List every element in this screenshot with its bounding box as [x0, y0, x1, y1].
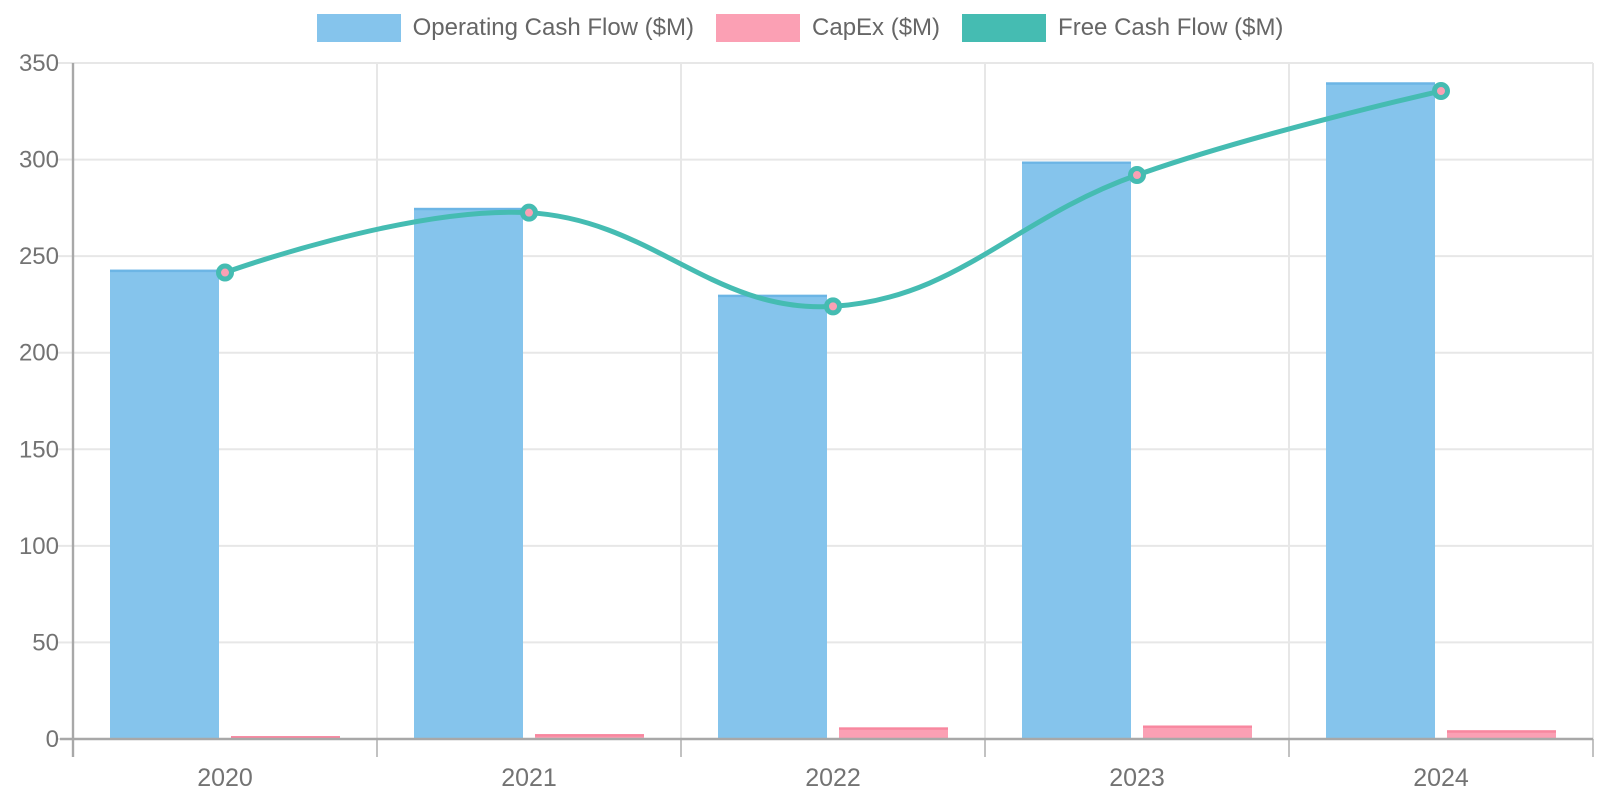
data-point-free-cash-flow-2021[interactable]	[520, 203, 538, 222]
bar-operating-cash-flow-2022[interactable]	[718, 294, 827, 739]
x-tick-label: 2023	[1109, 764, 1165, 792]
y-tick-label: 250	[19, 243, 59, 270]
legend-swatch	[962, 14, 1047, 42]
y-tick-label: 300	[19, 147, 59, 174]
bar-operating-cash-flow-2023[interactable]	[1022, 161, 1131, 739]
data-point-free-cash-flow-2022[interactable]	[824, 297, 842, 316]
bar-capex-2024[interactable]	[1447, 730, 1556, 739]
x-tick-label: 2022	[805, 764, 861, 792]
legend-swatch	[316, 14, 401, 42]
legend-item-operating-cash-flow-m[interactable]: Operating Cash Flow ($M)	[316, 14, 695, 42]
legend-label: Free Cash Flow ($M)	[1058, 14, 1284, 41]
x-tick-label: 2020	[197, 764, 253, 792]
data-point-free-cash-flow-2023[interactable]	[1128, 166, 1146, 185]
x-tick-label: 2024	[1413, 764, 1469, 792]
legend-swatch	[716, 14, 801, 42]
bar-operating-cash-flow-2024[interactable]	[1326, 82, 1435, 740]
legend-item-free-cash-flow-m[interactable]: Free Cash Flow ($M)	[962, 14, 1283, 42]
y-tick-label: 200	[19, 340, 59, 367]
bar-capex-2022[interactable]	[839, 727, 948, 739]
legend-label: Operating Cash Flow ($M)	[412, 14, 695, 41]
legend-label: CapEx ($M)	[812, 14, 941, 41]
y-tick-label: 350	[19, 50, 59, 77]
bar-capex-2023[interactable]	[1143, 725, 1252, 739]
x-tick-label: 2021	[501, 764, 557, 792]
y-tick-label: 150	[19, 436, 59, 463]
free-cash-flow-line	[222, 88, 1444, 310]
y-tick-label: 50	[32, 629, 59, 656]
bar-operating-cash-flow-2021[interactable]	[414, 207, 523, 739]
y-tick-label: 0	[46, 726, 59, 753]
y-tick-label: 100	[19, 533, 59, 560]
data-point-free-cash-flow-2024[interactable]	[1432, 82, 1450, 101]
chart-legend: Operating Cash Flow ($M) CapEx ($M) Free C…	[0, 14, 1600, 42]
legend-item-capex-m[interactable]: CapEx ($M)	[716, 14, 940, 42]
data-point-free-cash-flow-2020[interactable]	[216, 263, 234, 282]
bar-operating-cash-flow-2020[interactable]	[110, 269, 219, 739]
bar-capex-2021[interactable]	[535, 734, 644, 739]
